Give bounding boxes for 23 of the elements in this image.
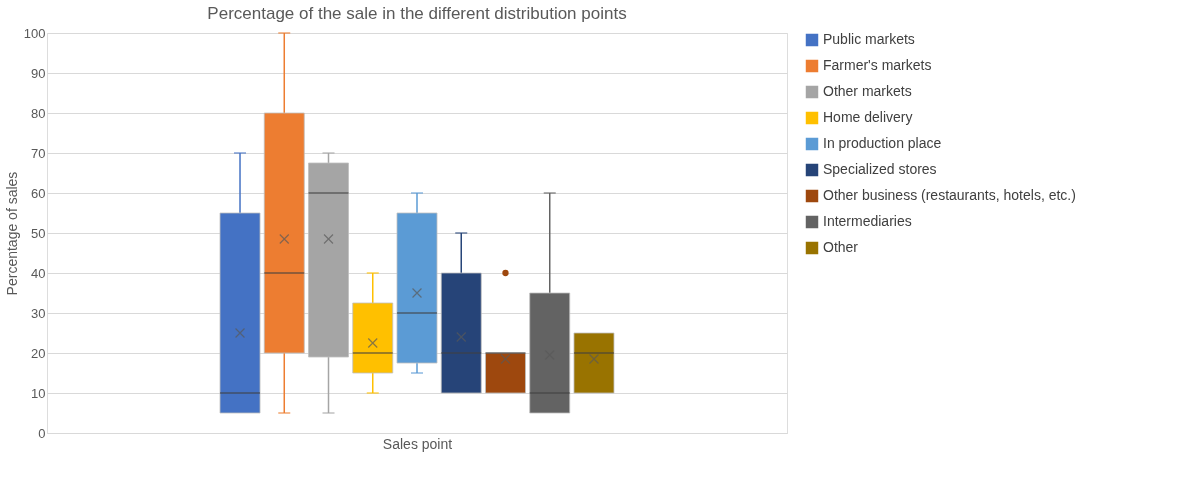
y-tick-label: 0 [38,425,46,441]
y-tick-label: 10 [31,385,46,401]
legend-label: In production place [823,135,942,151]
y-tick-label: 70 [31,145,46,161]
y-tick-label: 100 [23,25,46,41]
y-tick-label: 40 [31,265,46,281]
y-tick-label: 20 [31,345,46,361]
legend-label: Other markets [823,83,912,99]
legend-label: Home delivery [823,109,913,125]
legend-label: Intermediaries [823,213,912,229]
y-tick-label: 50 [31,225,46,241]
legend-label: Other [823,239,859,255]
chart-title: Percentage of the sale in the different distribution points [207,4,627,23]
legend-label: Other business (restaurants, hotels, etc.) [823,187,1076,203]
x-axis-title: Sales point [382,435,453,452]
y-axis-title: Percentage of sales [3,171,20,296]
y-tick-label: 30 [31,305,46,321]
legend-label: Public markets [823,31,915,47]
y-tick-label: 90 [31,65,46,81]
legend-label: Specialized stores [823,161,937,177]
y-tick-label: 80 [31,105,46,121]
y-tick-label: 60 [31,185,46,201]
legend-label: Farmer's markets [823,57,932,73]
